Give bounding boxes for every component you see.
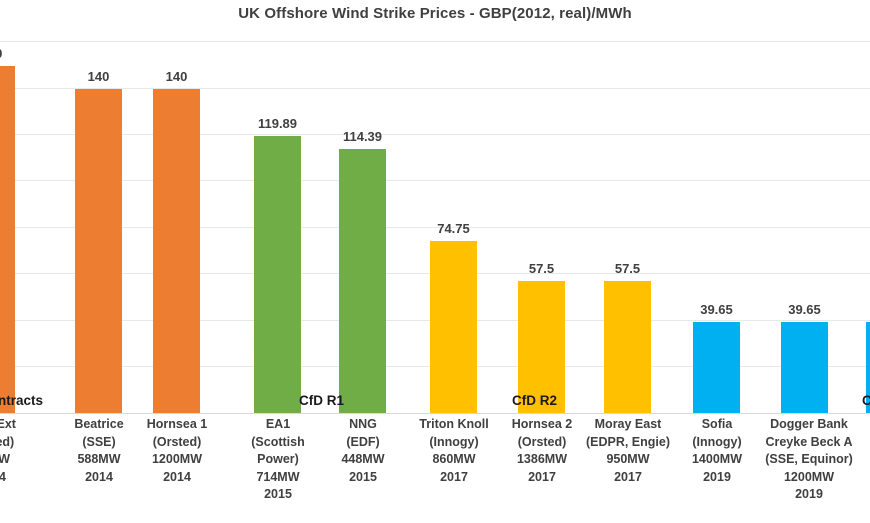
- bar-triton-knoll[interactable]: [430, 241, 477, 414]
- bar-value-triton-knoll: 74.75: [437, 221, 470, 236]
- category-label-line: Triton Knoll: [419, 417, 489, 431]
- gridline: [0, 88, 870, 89]
- category-label-dogger-bank-creyke-beck-b: DogCrey(SSE1: [858, 416, 870, 486]
- bar-value-moray-east: 57.5: [614, 261, 641, 276]
- bar-value-sofia: 39.65: [700, 302, 733, 317]
- bar-dogger-bank-creyke-beck-b[interactable]: [866, 322, 870, 414]
- category-label-line: (Orsted): [152, 434, 202, 449]
- bar-walney-ext[interactable]: [0, 66, 15, 414]
- category-label-line: EA1: [265, 417, 291, 431]
- annotation-cfd-r2: CfD R2: [512, 393, 558, 408]
- category-label-line: 1200MW: [783, 469, 835, 484]
- category-label-dogger-bank-creyke-beck-a: Dogger Bank Creyke Beck A (SSE, Equinor) 12…: [755, 416, 863, 504]
- category-label-sofia: Sofia (Innogy) 1400MW 2019: [671, 416, 763, 486]
- category-label-line: NNG: [349, 417, 377, 431]
- gridline: [0, 227, 870, 228]
- bar-value-ea1: 119.89: [257, 116, 298, 131]
- gridline: [0, 134, 870, 135]
- gridline: [0, 180, 870, 181]
- category-label-line: Hornsea 1: [146, 417, 208, 431]
- category-label-hornsea-1: Hornsea 1 (Orsted) 1200MW 2014: [131, 416, 223, 486]
- category-label-line: 2019: [795, 487, 823, 501]
- category-label-beatrice: Beatrice (SSE) 588MW 2014: [55, 416, 143, 486]
- bar-value-dogger-bank-creyke-beck-a: 39.65: [788, 302, 821, 317]
- category-label-line: 1: [858, 469, 870, 487]
- category-label-line: 2015: [349, 469, 377, 484]
- category-label-moray-east: Moray East (EDPR, Engie) 950MW 2017: [575, 416, 681, 486]
- plot-area: 150 140 140 119.89 114.39 74.75 57.5 57.5 39.65 3…: [0, 41, 870, 414]
- category-label-line: 860MW: [432, 452, 476, 466]
- category-label-line: 1386MW: [516, 452, 568, 466]
- category-label-line: 714MW: [256, 469, 300, 484]
- bar-dogger-bank-creyke-beck-a[interactable]: [781, 322, 828, 414]
- category-label-line: lney Ext: [0, 417, 16, 431]
- annotation-cfd-r3: C: [862, 393, 870, 408]
- chart-title: UK Offshore Wind Strike Prices - GBP(201…: [238, 5, 632, 22]
- category-label-nng: NNG (EDF) 448MW 2015: [317, 416, 409, 486]
- category-label-line: (Innogy): [692, 434, 742, 449]
- category-label-line: 2014: [0, 469, 6, 484]
- category-label-line: 448MW: [341, 452, 385, 466]
- category-label-line: 2017: [614, 469, 642, 484]
- category-label-line: Creyke Beck A: [765, 434, 853, 449]
- bar-hornsea-1[interactable]: [153, 89, 200, 414]
- category-label-line: (EDF): [346, 434, 380, 449]
- category-label-line: 1400MW: [691, 452, 743, 466]
- gridline: [0, 41, 870, 42]
- annotation-investment-contracts: ntracts: [0, 393, 44, 408]
- x-axis-line: [0, 413, 870, 414]
- category-label-line: (SSE: [858, 451, 870, 469]
- category-label-ea1: EA1 (Scottish Power) 714MW 2015: [232, 416, 324, 504]
- category-label-line: Crey: [858, 434, 870, 452]
- bar-moray-east[interactable]: [604, 281, 651, 414]
- bar-value-hornsea-2: 57.5: [528, 261, 555, 276]
- category-label-line: (Scottish: [251, 434, 305, 449]
- category-label-line: (SSE, Equinor): [765, 452, 853, 466]
- category-label-line: 2017: [440, 469, 468, 484]
- bar-sofia[interactable]: [693, 322, 740, 414]
- bar-ea1[interactable]: [254, 136, 301, 414]
- category-label-line: 2015: [264, 487, 292, 501]
- bar-value-hornsea-1: 140: [165, 69, 188, 84]
- category-label-line: 950MW: [606, 452, 650, 466]
- category-label-line: 1200MW: [151, 452, 203, 466]
- category-label-line: 60MW: [0, 452, 11, 466]
- bar-hornsea-2[interactable]: [518, 281, 565, 414]
- bar-value-nng: 114.39: [342, 129, 383, 144]
- bar-value-beatrice: 140: [87, 69, 110, 84]
- category-label-line: Hornsea 2: [511, 417, 573, 431]
- category-label-line: 2014: [85, 469, 113, 484]
- category-label-line: 588MW: [77, 452, 121, 466]
- category-label-line: 2017: [528, 469, 556, 484]
- category-label-line: Sofia: [701, 417, 733, 431]
- category-label-line: (EDPR, Engie): [585, 434, 671, 449]
- category-label-line: (Innogy): [429, 434, 479, 449]
- category-label-triton-knoll: Triton Knoll (Innogy) 860MW 2017: [404, 416, 504, 486]
- category-axis: lney Ext Orsted) 60MW 2014 Beatrice (SSE) 588M…: [0, 416, 870, 523]
- bar-value-walney-ext: 150: [0, 46, 35, 61]
- category-label-line: Beatrice: [74, 417, 124, 431]
- bar-beatrice[interactable]: [75, 89, 122, 414]
- category-label-line: Power): [257, 452, 299, 466]
- category-label-line: 2014: [163, 469, 191, 484]
- category-label-line: Dog: [858, 416, 870, 434]
- category-label-hornsea-2: Hornsea 2 (Orsted) 1386MW 2017: [492, 416, 592, 486]
- annotation-cfd-r1: CfD R1: [299, 393, 345, 408]
- category-label-line: Dogger Bank: [770, 417, 848, 431]
- category-label-line: Orsted): [0, 434, 15, 449]
- category-label-walney-ext: lney Ext Orsted) 60MW 2014: [0, 416, 36, 486]
- bar-nng[interactable]: [339, 149, 386, 414]
- category-label-line: (Orsted): [517, 434, 567, 449]
- category-label-line: (SSE): [82, 434, 116, 449]
- category-label-line: Moray East: [594, 417, 662, 431]
- category-label-line: 2019: [703, 469, 731, 484]
